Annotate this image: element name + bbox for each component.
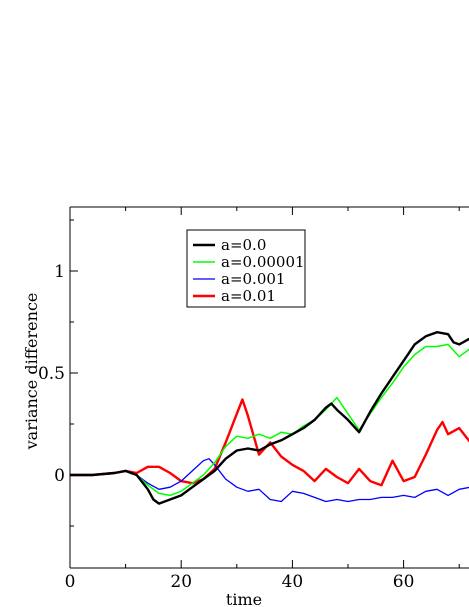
y-tick-label: 0.5 (38, 364, 65, 384)
y-tick-label: 1 (54, 262, 65, 282)
series-line-2 (70, 458, 469, 503)
y-axis-label: variance difference (22, 293, 41, 451)
legend-label-1: a=0.00001 (221, 253, 305, 271)
series-line-1 (70, 343, 469, 497)
x-tick-label: 0 (65, 572, 76, 592)
tick-layer: 02040608000.51 (38, 207, 460, 592)
x-tick-label: 40 (282, 572, 304, 592)
legend-label-0: a=0.0 (221, 236, 266, 254)
y-tick-label: 0 (54, 466, 65, 486)
series-line-0 (70, 331, 469, 505)
legend-label-2: a=0.001 (221, 270, 285, 288)
series-layer (70, 331, 469, 505)
legend-label-3: a=0.01 (221, 287, 276, 305)
x-axis-label: time (226, 590, 262, 607)
x-tick-label: 20 (170, 572, 192, 592)
legend-box (186, 229, 306, 308)
series-line-3 (70, 398, 469, 487)
x-tick-label: 60 (393, 572, 415, 592)
